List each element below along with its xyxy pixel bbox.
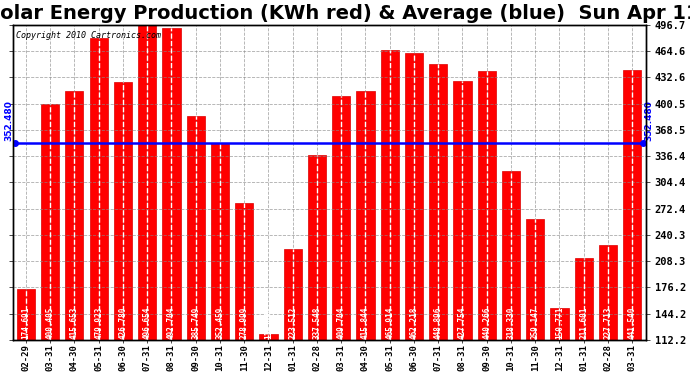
Bar bbox=[90, 39, 108, 340]
Text: Copyright 2010 Cartronics.com: Copyright 2010 Cartronics.com bbox=[16, 31, 161, 40]
Text: 174.691: 174.691 bbox=[21, 307, 30, 339]
Bar bbox=[405, 53, 423, 340]
Text: 227.713: 227.713 bbox=[604, 307, 613, 339]
Text: 415.844: 415.844 bbox=[361, 307, 370, 339]
Text: 352.480: 352.480 bbox=[4, 100, 13, 141]
Bar bbox=[551, 308, 569, 340]
Bar bbox=[356, 91, 375, 340]
Bar bbox=[66, 91, 83, 340]
Text: 409.704: 409.704 bbox=[337, 307, 346, 339]
Text: 352.480: 352.480 bbox=[645, 100, 654, 141]
Bar bbox=[211, 143, 229, 340]
Bar bbox=[575, 258, 593, 340]
Bar bbox=[162, 28, 181, 340]
Text: 415.653: 415.653 bbox=[70, 307, 79, 339]
Bar bbox=[453, 81, 471, 340]
Bar bbox=[477, 71, 496, 340]
Text: 448.896: 448.896 bbox=[434, 307, 443, 339]
Text: 462.218: 462.218 bbox=[409, 307, 418, 339]
Text: 465.914: 465.914 bbox=[385, 307, 394, 339]
Bar bbox=[599, 245, 617, 340]
Bar bbox=[526, 219, 544, 340]
Bar bbox=[381, 50, 399, 340]
Bar bbox=[259, 334, 277, 340]
Bar bbox=[284, 249, 302, 340]
Text: 479.923: 479.923 bbox=[94, 307, 103, 339]
Text: 441.540: 441.540 bbox=[628, 307, 637, 339]
Text: 259.147: 259.147 bbox=[531, 307, 540, 339]
Bar bbox=[502, 171, 520, 340]
Bar bbox=[623, 70, 641, 340]
Text: 427.754: 427.754 bbox=[458, 307, 467, 339]
Bar bbox=[41, 104, 59, 340]
Text: 211.601: 211.601 bbox=[579, 307, 588, 339]
Text: 496.654: 496.654 bbox=[143, 307, 152, 339]
Bar bbox=[308, 155, 326, 340]
Text: 223.512: 223.512 bbox=[288, 307, 297, 339]
Bar bbox=[429, 64, 447, 340]
Text: 337.548: 337.548 bbox=[313, 307, 322, 339]
Text: 400.405: 400.405 bbox=[46, 307, 55, 339]
Bar bbox=[332, 96, 351, 340]
Text: 119.696: 119.696 bbox=[264, 307, 273, 339]
Text: 492.704: 492.704 bbox=[167, 307, 176, 339]
Bar bbox=[17, 289, 35, 340]
Bar bbox=[114, 82, 132, 340]
Title: Monthly Solar Energy Production (KWh red) & Average (blue)  Sun Apr 11 07:14: Monthly Solar Energy Production (KWh red… bbox=[0, 4, 690, 23]
Bar bbox=[235, 203, 253, 340]
Bar bbox=[138, 25, 156, 340]
Text: 318.330: 318.330 bbox=[506, 307, 515, 339]
Text: 352.459: 352.459 bbox=[215, 307, 224, 339]
Text: 385.749: 385.749 bbox=[191, 307, 200, 339]
Bar bbox=[186, 116, 205, 340]
Text: 150.771: 150.771 bbox=[555, 307, 564, 339]
Text: 426.780: 426.780 bbox=[119, 307, 128, 339]
Text: 440.266: 440.266 bbox=[482, 307, 491, 339]
Text: 278.999: 278.999 bbox=[239, 307, 248, 339]
